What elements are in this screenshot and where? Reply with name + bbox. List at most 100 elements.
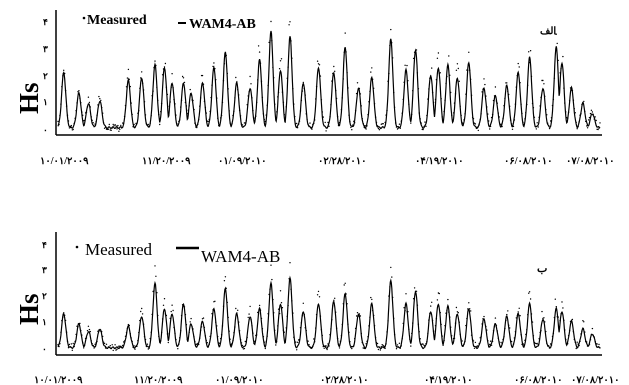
measured-point — [561, 63, 563, 66]
measured-point — [361, 118, 363, 120]
measured-point — [418, 331, 420, 333]
measured-point — [290, 40, 292, 42]
measured-point — [379, 127, 381, 129]
measured-point — [364, 347, 366, 350]
measured-point — [111, 344, 113, 346]
measured-point — [316, 60, 319, 62]
measured-point — [173, 98, 175, 101]
measured-point — [161, 318, 164, 320]
measured-point — [473, 347, 476, 349]
measured-point — [148, 347, 150, 349]
measured-point — [463, 343, 465, 345]
measured-point — [288, 24, 290, 26]
measured-point — [168, 105, 170, 108]
measured-point — [292, 88, 294, 90]
measured-point — [462, 344, 464, 347]
measured-point — [202, 83, 205, 85]
measured-point — [229, 338, 231, 340]
x-tick-label: ۰۶/۰۸/۲۰۱۰ — [514, 375, 563, 385]
measured-point — [491, 113, 494, 116]
measured-point — [595, 119, 597, 122]
measured-point — [81, 111, 83, 113]
measured-point — [581, 330, 583, 332]
measured-point — [91, 343, 93, 345]
measured-point — [538, 116, 540, 119]
measured-point — [460, 338, 462, 340]
measured-point — [286, 315, 288, 318]
measured-point — [104, 347, 107, 349]
measured-point — [123, 115, 126, 118]
measured-point — [278, 312, 281, 315]
measured-point — [115, 125, 117, 127]
measured-point — [519, 315, 521, 317]
measured-point — [166, 333, 169, 335]
measured-point — [127, 68, 130, 71]
measured-point — [77, 91, 79, 93]
measured-point — [331, 80, 333, 82]
measured-point — [386, 109, 388, 112]
measured-point — [141, 82, 144, 84]
measured-point — [522, 121, 524, 124]
measured-point — [412, 57, 415, 60]
legend-measured-marker — [75, 245, 79, 249]
measured-point — [515, 317, 517, 319]
measured-point — [588, 116, 591, 119]
measured-point — [170, 86, 172, 89]
measured-point — [484, 83, 486, 86]
measured-point — [102, 122, 105, 124]
measured-point — [169, 317, 171, 320]
measured-point — [217, 335, 219, 338]
measured-point — [516, 315, 518, 317]
measured-point — [580, 333, 582, 335]
measured-point — [302, 81, 304, 84]
measured-point — [456, 311, 459, 313]
measured-point — [520, 334, 522, 336]
measured-point — [66, 114, 69, 116]
measured-point — [558, 88, 560, 90]
panel-bottom: Hs ۴ ۳ ۲ ۱ ۰ Measured WAM4-AB ب ۱۰/۰۱/۲۰… — [14, 232, 620, 385]
measured-point — [219, 117, 222, 119]
measured-point — [394, 122, 397, 124]
measured-point — [594, 116, 596, 118]
measured-point — [492, 99, 495, 102]
x-tick-label: ۰۲/۲۸/۲۰۱۰ — [320, 375, 369, 385]
measured-point — [430, 75, 432, 77]
measured-point — [589, 339, 592, 341]
measured-point — [375, 342, 378, 344]
measured-point — [431, 91, 434, 94]
measured-point — [506, 82, 508, 84]
measured-point — [149, 122, 151, 125]
measured-point — [258, 51, 261, 53]
measured-point — [283, 114, 285, 116]
measured-point — [278, 68, 281, 70]
measured-point — [167, 341, 169, 344]
measured-point — [163, 66, 166, 68]
measured-point — [432, 330, 435, 332]
measured-point — [426, 114, 428, 117]
measured-point — [530, 313, 533, 315]
measured-point — [116, 348, 118, 350]
legend-model-label: WAM4-AB — [189, 17, 256, 32]
measured-point — [582, 320, 584, 322]
measured-point — [311, 347, 313, 349]
measured-point — [560, 313, 562, 315]
measured-point — [252, 109, 254, 112]
measured-point — [405, 293, 407, 295]
measured-point — [434, 98, 437, 101]
measured-point — [107, 128, 110, 130]
measured-point — [206, 342, 208, 344]
measured-point — [177, 348, 179, 350]
measured-point — [495, 324, 498, 326]
measured-point — [533, 116, 536, 119]
measured-point — [328, 345, 330, 347]
measured-point — [178, 120, 180, 123]
measured-point — [358, 87, 361, 90]
measured-point — [167, 111, 169, 114]
measured-point — [478, 342, 480, 345]
measured-point — [400, 345, 402, 347]
measured-point — [138, 331, 140, 334]
measured-point — [597, 128, 599, 131]
measured-point — [493, 326, 496, 328]
measured-point — [81, 334, 83, 336]
